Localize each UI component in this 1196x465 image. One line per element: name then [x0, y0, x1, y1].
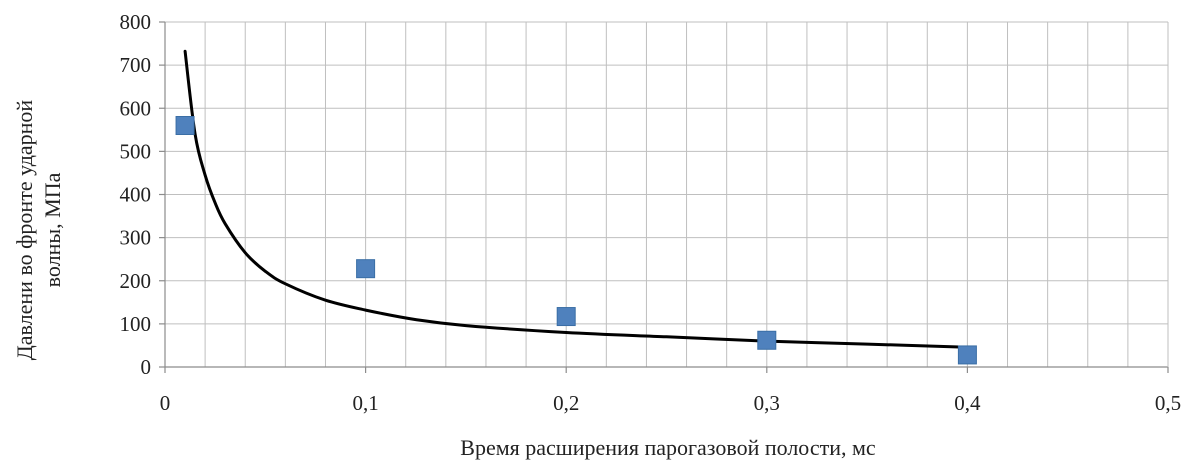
y-tick-label: 500 [120, 139, 152, 163]
y-axis-title-line-2: волны, МПа [40, 172, 65, 287]
x-tick-label: 0,2 [553, 391, 579, 415]
trendline-group [183, 49, 969, 349]
y-tick-labels: 0 100 200 300 400 500 600 700 800 [120, 10, 152, 379]
x-axis-title: Время расширения парогазовой полости, мс [460, 435, 876, 460]
data-point-square [957, 345, 977, 365]
x-tick-label: 0,4 [954, 391, 981, 415]
y-tick-label: 600 [120, 96, 152, 120]
y-tick-label: 300 [120, 226, 152, 250]
data-point-square [356, 259, 376, 279]
y-tick-label: 100 [120, 312, 152, 336]
y-axis-title: Давлени во фронте ударной волны, МПа [12, 100, 65, 361]
x-tick-label: 0,1 [352, 391, 378, 415]
data-points [175, 116, 977, 365]
x-tick-label: 0 [160, 391, 171, 415]
y-axis-title-line-1: Давлени во фронте ударной [12, 100, 37, 361]
y-tick-label: 400 [120, 183, 152, 207]
data-point-square [556, 307, 576, 327]
x-tick-label: 0,3 [754, 391, 780, 415]
x-tick-labels: 0 0,1 0,2 0,3 0,4 0,5 [160, 391, 1181, 415]
data-point-square [757, 330, 777, 350]
trendline [183, 49, 969, 349]
grid [165, 21, 1168, 367]
y-tick-label: 800 [120, 10, 152, 34]
y-tick-label: 700 [120, 53, 152, 77]
y-tick-label: 200 [120, 269, 152, 293]
x-tick-label: 0,5 [1155, 391, 1181, 415]
y-tick-label: 0 [141, 355, 152, 379]
data-point-square [175, 116, 195, 135]
axes [159, 21, 1169, 373]
